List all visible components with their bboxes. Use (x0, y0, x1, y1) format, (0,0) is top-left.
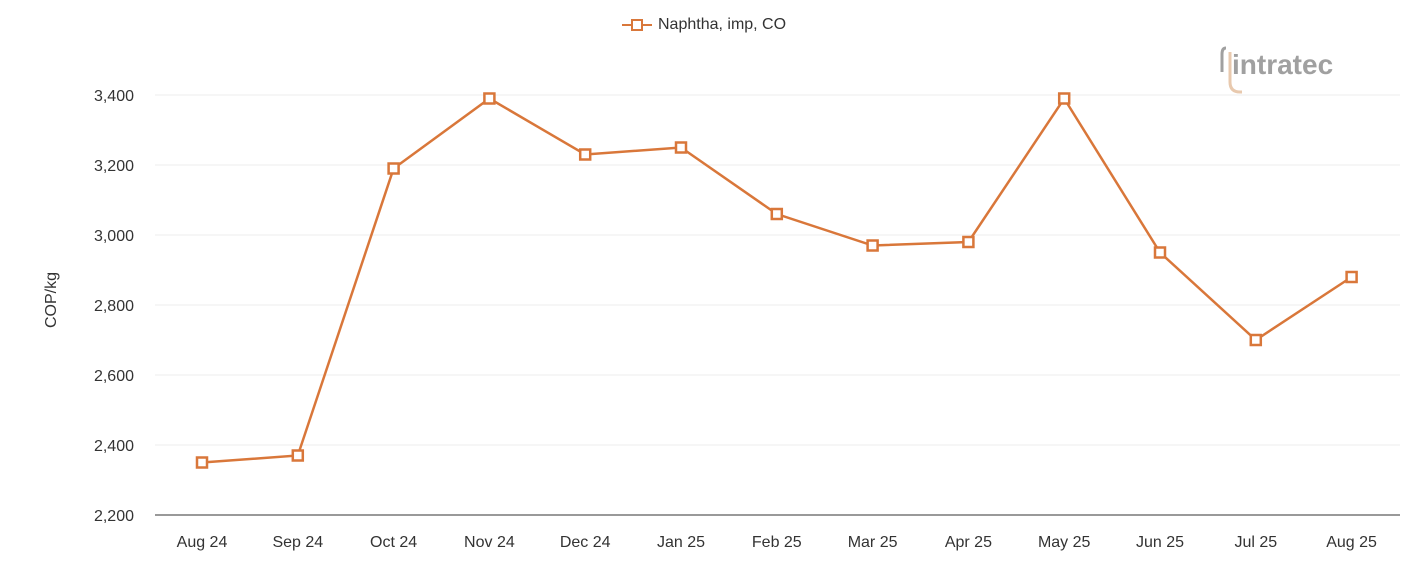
data-point-marker[interactable] (1057, 92, 1071, 105)
y-tick-label: 2,800 (94, 298, 134, 315)
x-tick-label: Aug 25 (1326, 534, 1377, 551)
data-point-marker[interactable] (578, 148, 592, 161)
x-tick-label: Dec 24 (560, 534, 611, 551)
data-point-marker[interactable] (674, 141, 688, 154)
data-point-marker[interactable] (962, 235, 975, 249)
data-point-marker[interactable] (770, 207, 784, 221)
y-tick-label: 2,200 (94, 508, 134, 525)
x-tick-label: Feb 25 (752, 534, 802, 551)
x-tick-label: Nov 24 (464, 534, 515, 551)
data-point-marker[interactable] (483, 92, 496, 105)
x-tick-label: Jun 25 (1136, 534, 1184, 551)
svg-text:intratec: intratec (1232, 49, 1333, 80)
x-tick-label: Sep 24 (272, 534, 323, 551)
y-tick-label: 3,200 (94, 158, 134, 175)
data-point-marker[interactable] (866, 239, 879, 252)
legend-marker-icon (622, 19, 652, 31)
y-tick-label: 3,000 (94, 228, 134, 245)
data-point-marker[interactable] (291, 449, 305, 462)
y-tick-label: 2,600 (94, 368, 134, 385)
x-tick-label: May 25 (1038, 534, 1091, 551)
series-line (201, 96, 1353, 464)
data-point-marker[interactable] (195, 456, 209, 469)
chart-legend: Naphtha, imp, CO (622, 16, 786, 34)
x-tick-label: Apr 25 (945, 534, 992, 551)
x-tick-label: Mar 25 (848, 534, 898, 551)
intratec-logo: intratec (1220, 42, 1370, 98)
x-tick-label: Jul 25 (1234, 534, 1277, 551)
x-tick-label: Oct 24 (370, 534, 417, 551)
data-point-marker[interactable] (1345, 270, 1358, 284)
x-tick-label: Jan 25 (657, 534, 705, 551)
intratec-logo-icon: intratec (1220, 46, 1333, 94)
data-point-marker[interactable] (1153, 246, 1167, 259)
data-point-marker[interactable] (387, 162, 400, 175)
y-tick-label: 3,400 (94, 88, 134, 105)
x-tick-label: Aug 24 (177, 534, 228, 551)
data-point-marker[interactable] (1249, 333, 1263, 347)
legend-label: Naphtha, imp, CO (658, 16, 787, 33)
y-tick-label: 2,400 (94, 438, 134, 455)
